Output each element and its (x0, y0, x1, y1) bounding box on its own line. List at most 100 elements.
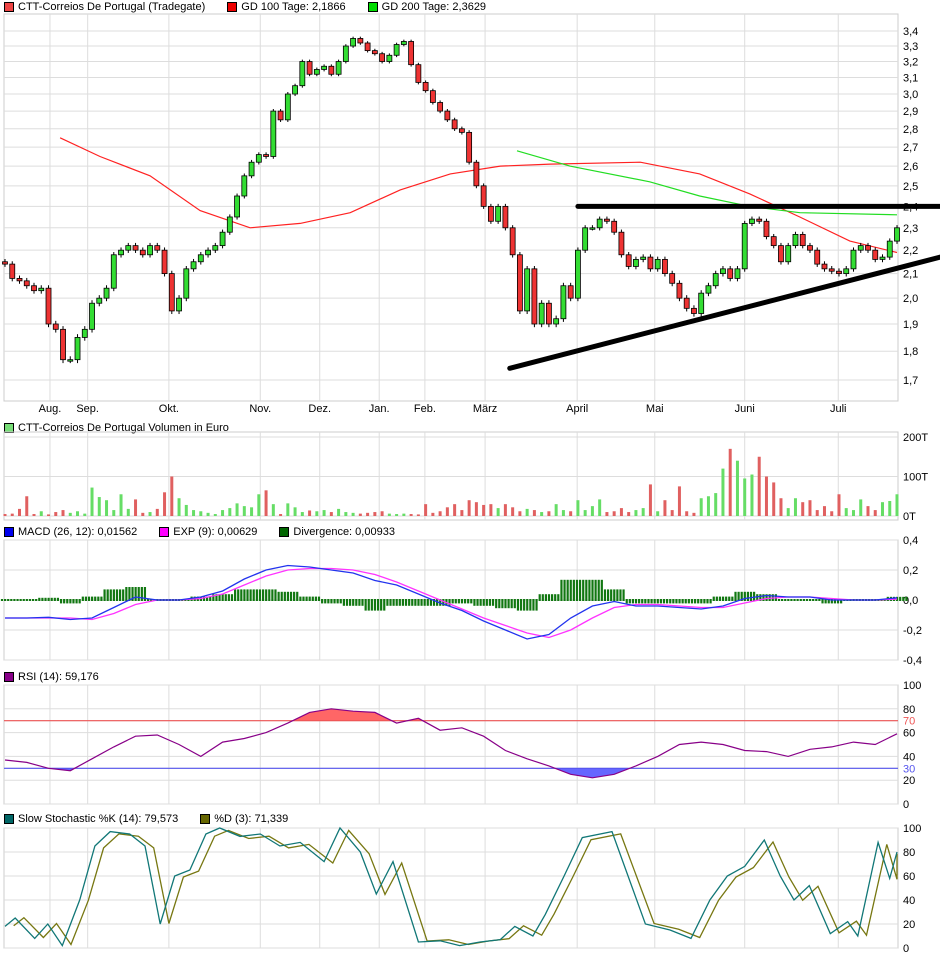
y-tick-label: 3,4 (903, 26, 918, 38)
candle-body (654, 259, 661, 270)
divergence-bar (821, 599, 824, 604)
divergence-bar (246, 589, 249, 601)
divergence-bar (28, 599, 32, 601)
volume-bar (329, 512, 333, 516)
y-tick-label: 20 (903, 919, 915, 931)
divergence-bar (383, 599, 386, 611)
candle-body (234, 195, 240, 218)
volume-bar (322, 510, 326, 516)
candle-body (67, 359, 74, 362)
volume-bar (815, 510, 819, 516)
divergence-bar (743, 591, 746, 601)
y-tick-label: 2,6 (903, 161, 918, 173)
candle-body (538, 302, 545, 325)
legend-label: Divergence: 0,00933 (293, 525, 395, 538)
x-tick-label: Dez. (308, 403, 331, 415)
divergence-bar (131, 587, 134, 601)
y-tick-label: 2,9 (903, 106, 918, 118)
volume-bar (264, 490, 268, 516)
divergence-bar (280, 591, 283, 601)
volume-bar (25, 496, 29, 516)
candle-body (176, 297, 182, 312)
volume-bar (721, 468, 725, 516)
candle-body (705, 285, 712, 294)
candle (205, 247, 211, 258)
candle-body (611, 220, 618, 233)
candle-body (23, 280, 30, 287)
divergence-bar (364, 599, 367, 611)
legend-label: Slow Stochastic %K (14): 79,573 (18, 812, 179, 825)
divergence-bar (333, 599, 336, 604)
divergence-bar (544, 594, 548, 601)
divergence-bar (423, 599, 426, 606)
candle-body (263, 154, 269, 157)
volume-bar (844, 508, 848, 516)
divergence-bar (411, 599, 414, 606)
y-tick-label: 3,2 (903, 57, 918, 69)
candle-body (458, 128, 465, 133)
candle-body (205, 249, 211, 256)
volume-bar (18, 508, 22, 516)
volume-bar (576, 500, 580, 516)
candle (335, 59, 342, 77)
candle (749, 216, 755, 227)
candle (190, 258, 197, 272)
divergence-bar (600, 579, 603, 601)
candle (785, 242, 792, 265)
volume-bar (438, 511, 442, 516)
candle (139, 247, 146, 258)
gd100-line (59, 137, 898, 254)
candle (31, 282, 37, 294)
candle (422, 80, 429, 93)
candle-body (400, 41, 407, 45)
divergence-bar (700, 599, 703, 604)
y-tick-label: 2,5 (903, 181, 918, 193)
divergence-bar (619, 589, 622, 601)
candle (502, 203, 509, 231)
volume-bar (199, 511, 203, 516)
divergence-bar (675, 599, 678, 604)
candle-body (821, 263, 828, 270)
candle-body (168, 273, 175, 312)
divergence-bar (97, 596, 100, 601)
candle (241, 173, 248, 199)
candle-body (596, 218, 603, 229)
divergence-bar (650, 599, 653, 604)
candle (350, 36, 356, 48)
y-tick-label: 2,2 (903, 245, 918, 257)
volume-bar (619, 508, 623, 516)
legend-swatch (367, 1, 378, 12)
candle-body (560, 285, 567, 320)
divergence-bar (784, 599, 787, 601)
y-tick-label: 0,0 (903, 595, 918, 607)
divergence-bar (342, 599, 345, 606)
volume-bar (757, 456, 761, 516)
candle-body (328, 65, 335, 75)
divergence-bar (442, 599, 445, 606)
candle-body (879, 256, 886, 260)
candle-body (96, 297, 103, 304)
candle-body (81, 328, 88, 338)
legend-label: EXP (9): 0,00629 (173, 525, 258, 538)
divergence-bar (765, 594, 768, 601)
divergence-bar (463, 599, 467, 604)
volume-bar (634, 510, 638, 516)
candle (495, 203, 502, 224)
legend-item: Slow Stochastic %K (14): 79,573 (4, 813, 178, 825)
x-tick-label: Juni (735, 403, 755, 415)
candle (364, 41, 371, 53)
divergence-bar (293, 591, 296, 601)
candle (596, 216, 603, 231)
divergence-bar (115, 589, 119, 601)
divergence-bar (554, 594, 557, 601)
divergence-bar (690, 599, 694, 604)
divergence-bar (703, 599, 706, 604)
volume-bar (779, 498, 783, 516)
volume-bar (830, 511, 834, 516)
volume-bar (714, 493, 718, 516)
trendline (507, 254, 940, 371)
volume-bar (32, 514, 36, 516)
candle-body (103, 287, 110, 299)
divergence-bar (641, 599, 644, 604)
divergence-bar (793, 599, 796, 601)
